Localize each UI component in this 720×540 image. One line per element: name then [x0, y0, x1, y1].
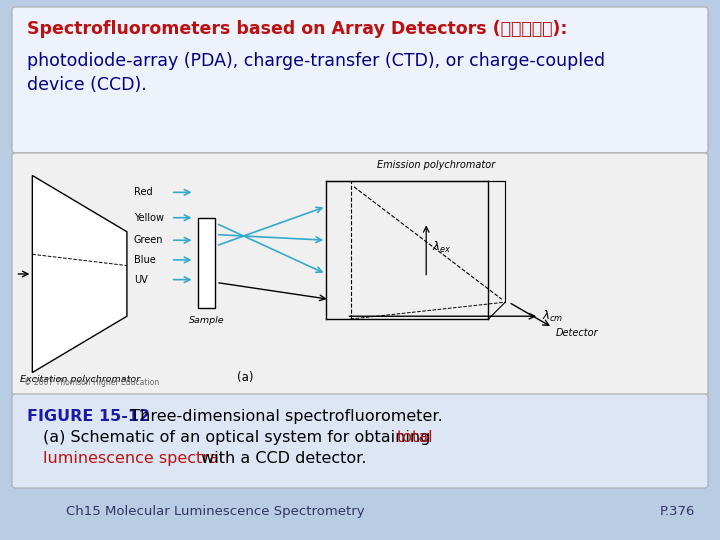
Text: (a) Schematic of an optical system for obtaining: (a) Schematic of an optical system for o…	[43, 430, 436, 445]
Text: Sample: Sample	[189, 316, 225, 325]
Text: luminescence spectra: luminescence spectra	[43, 451, 219, 466]
Text: Detector: Detector	[556, 328, 598, 338]
Bar	[198, 218, 215, 308]
Text: Spectrofluorometers based on Array Detectors (陣列偵測器):: Spectrofluorometers based on Array Detec…	[27, 20, 567, 38]
Text: Excitation polychromator: Excitation polychromator	[19, 375, 140, 384]
Polygon shape	[32, 176, 127, 373]
Text: Red: Red	[134, 187, 153, 197]
Text: Yellow: Yellow	[134, 213, 163, 222]
FancyBboxPatch shape	[12, 394, 708, 488]
Text: (a): (a)	[237, 371, 253, 384]
Text: with a CCD detector.: with a CCD detector.	[196, 451, 366, 466]
FancyBboxPatch shape	[12, 7, 708, 153]
Text: Emission polychromator: Emission polychromator	[377, 160, 495, 170]
Text: Three-dimensional spectrofluorometer.: Three-dimensional spectrofluorometer.	[120, 409, 443, 424]
Text: Blue: Blue	[134, 255, 156, 265]
Text: © 2007 Thomson Higher Education: © 2007 Thomson Higher Education	[24, 377, 159, 387]
FancyBboxPatch shape	[12, 153, 708, 395]
Text: $\lambda_{cm}$: $\lambda_{cm}$	[542, 309, 564, 324]
Text: P.376: P.376	[660, 505, 695, 518]
Text: Ch15 Molecular Luminescence Spectrometry: Ch15 Molecular Luminescence Spectrometry	[66, 505, 364, 518]
Text: photodiode-array (PDA), charge-transfer (CTD), or charge-coupled
device (CCD).: photodiode-array (PDA), charge-transfer …	[27, 52, 605, 93]
Text: UV: UV	[134, 275, 148, 285]
Text: FIGURE 15-12: FIGURE 15-12	[27, 409, 150, 424]
Text: Green: Green	[134, 235, 163, 245]
Text: total: total	[397, 430, 433, 445]
Text: $\lambda_{ex}$: $\lambda_{ex}$	[431, 240, 451, 255]
